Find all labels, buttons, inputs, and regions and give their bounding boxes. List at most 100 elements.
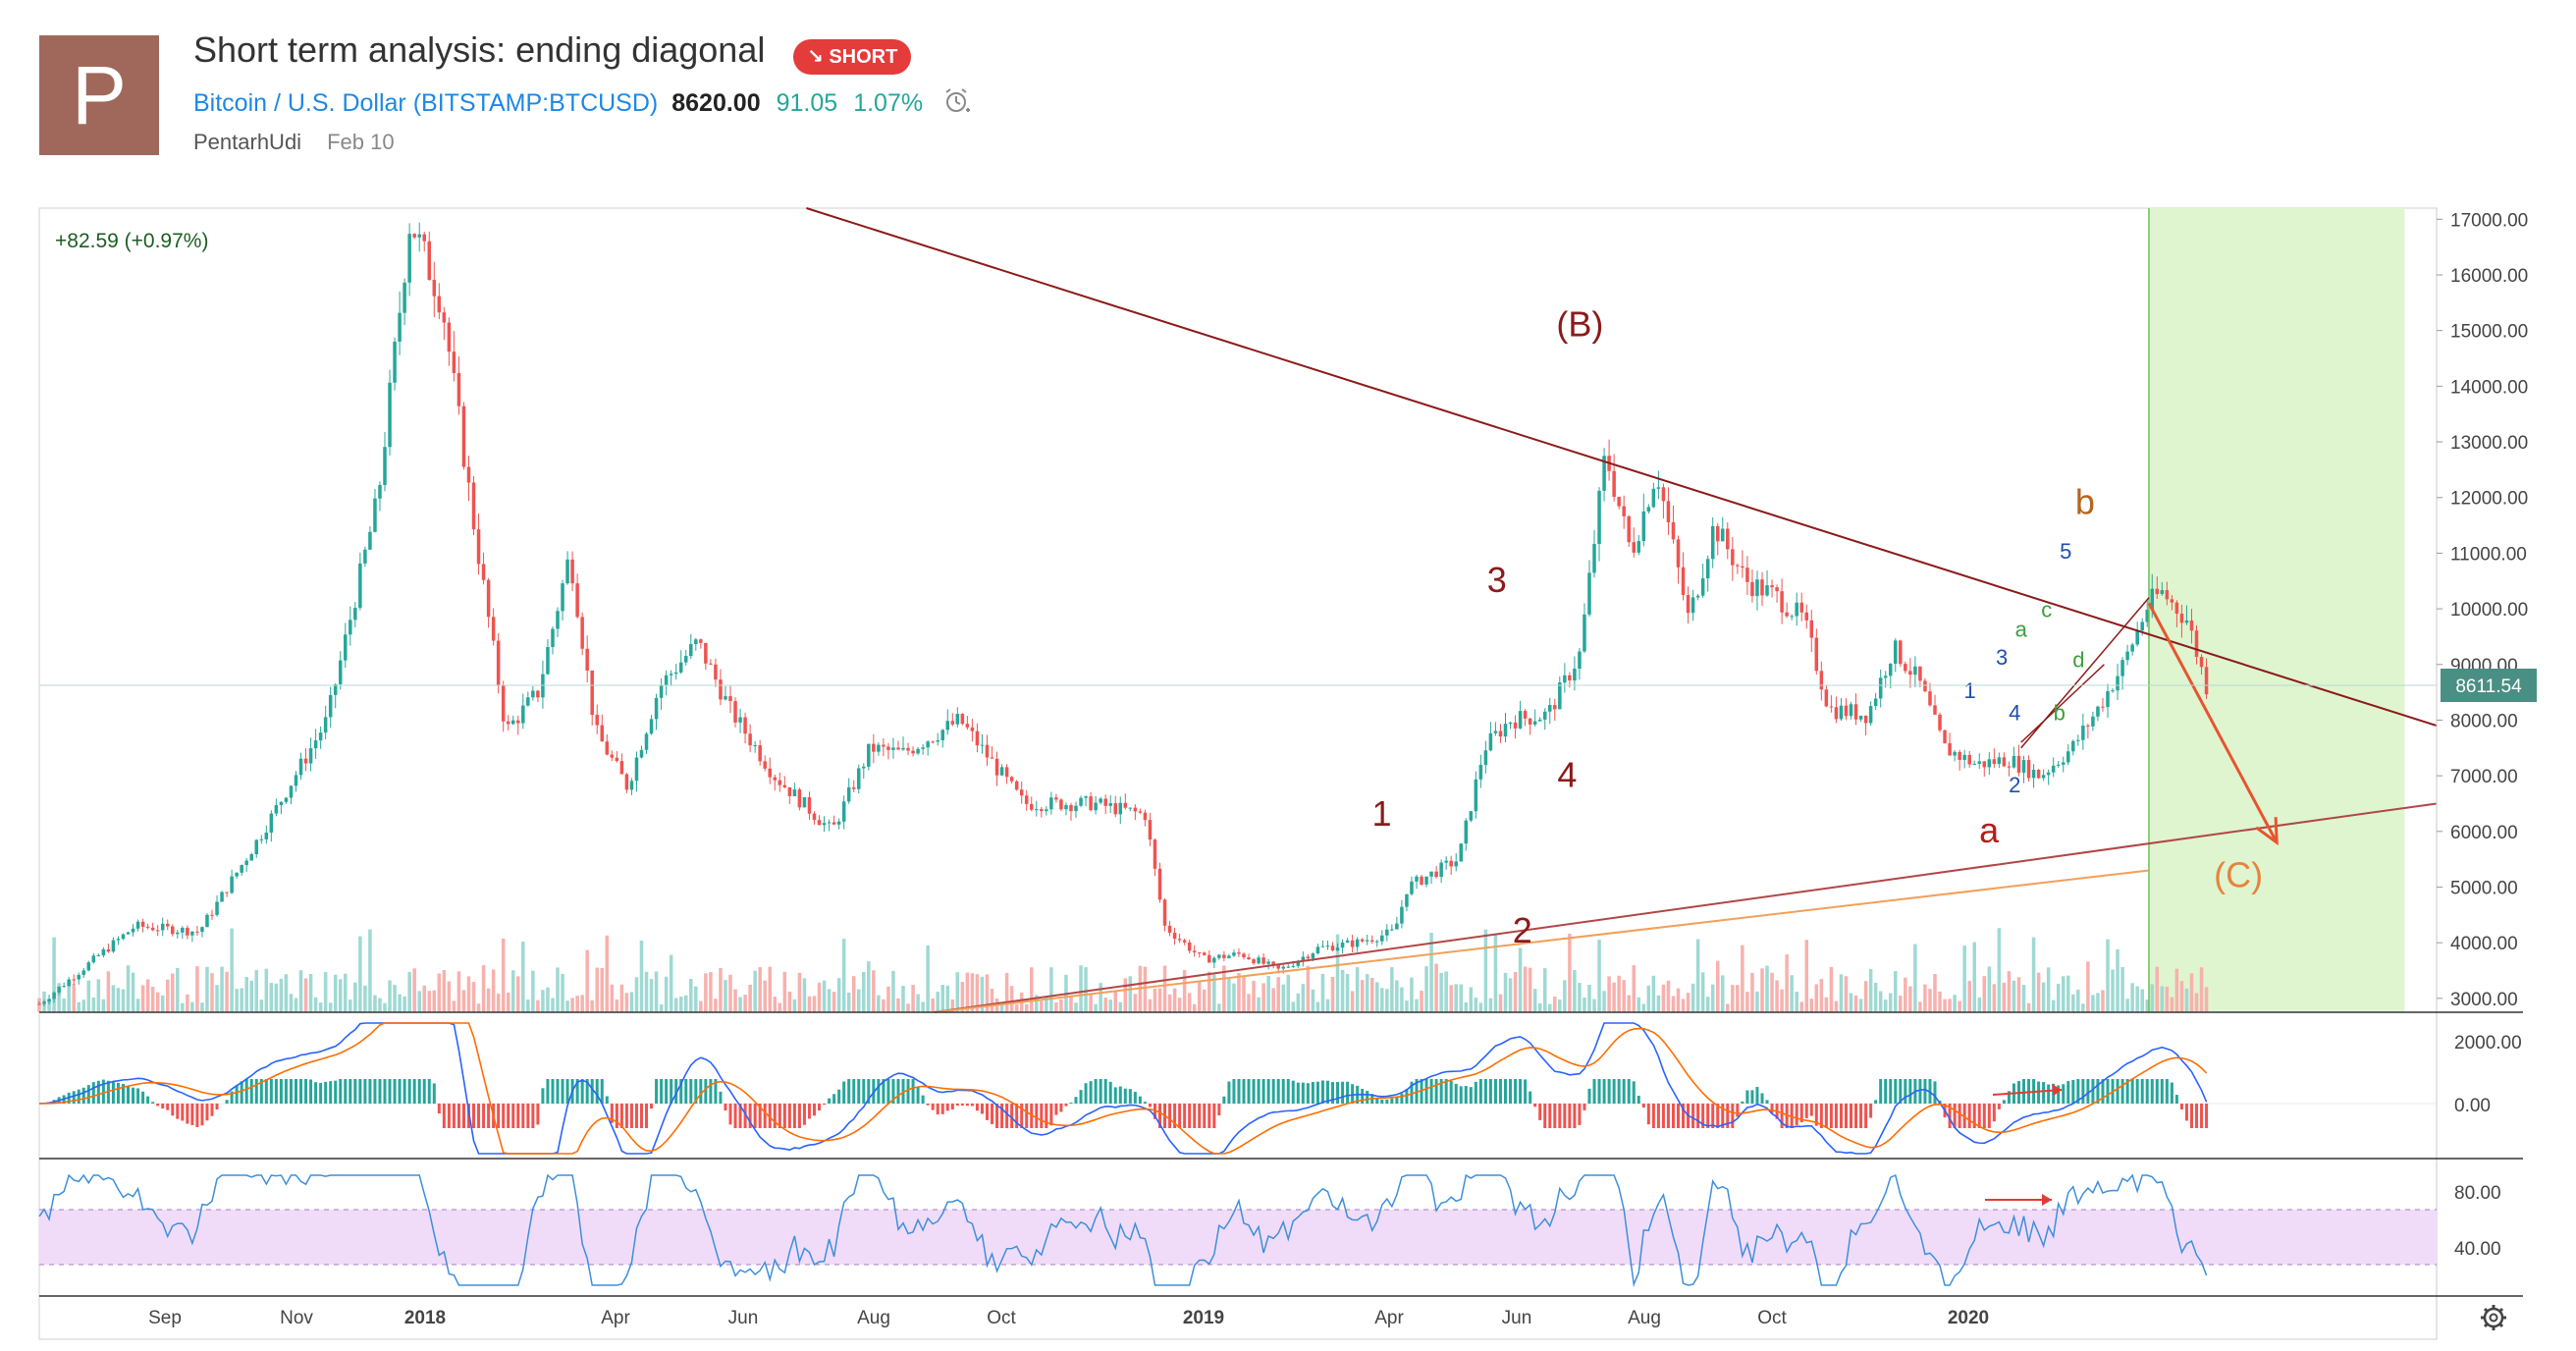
macd-hist-bar — [166, 1104, 170, 1110]
volume-bar — [575, 996, 579, 1012]
volume-bar — [2046, 967, 2051, 1012]
volume-bar — [186, 994, 189, 1012]
macd-hist-bar — [536, 1104, 540, 1125]
macd-hist-bar — [111, 1081, 115, 1104]
volume-bar — [1967, 981, 1971, 1012]
rsi-axis-40: 40.00 — [2454, 1239, 2501, 1260]
candle-body — [965, 724, 970, 728]
macd-hist-bar — [1894, 1079, 1898, 1104]
author-name[interactable]: PentarhUdi — [193, 130, 302, 154]
price-tick-label: 14000.00 — [2450, 377, 2528, 398]
macd-hist-bar — [2086, 1079, 2090, 1104]
volume-bar — [2031, 937, 2036, 1012]
macd-hist-bar — [911, 1079, 915, 1104]
macd-hist-bar — [714, 1079, 718, 1104]
candle-body — [1138, 811, 1143, 813]
candle-body — [980, 744, 985, 746]
candle-body — [595, 715, 599, 726]
symbol-code[interactable]: (BITSTAMP:BTCUSD) — [412, 89, 659, 118]
volume-bar — [778, 1002, 782, 1012]
macd-hist-bar — [432, 1083, 436, 1104]
macd-hist-bar — [477, 1104, 481, 1128]
volume-bar — [1459, 984, 1464, 1012]
candle-body — [940, 730, 944, 741]
price-axis[interactable]: 17000.00 16000.00 15000.00 14000.00 13000.00… — [2437, 210, 2528, 1010]
macd-hist-bar — [1859, 1104, 1863, 1128]
idea-title[interactable]: Short term analysis: ending diagonal — [193, 29, 766, 70]
candle-body — [877, 744, 881, 752]
candle-body — [160, 923, 165, 931]
candle-body — [1315, 946, 1320, 954]
candle-body — [145, 926, 150, 928]
volume-bar — [782, 971, 787, 1012]
candle-body — [886, 746, 890, 750]
volume-bar — [1814, 984, 1819, 1012]
candle-body — [1666, 501, 1671, 522]
volume-bar — [1271, 988, 1275, 1012]
candle-body — [1420, 876, 1423, 885]
volume-bar — [926, 945, 930, 1012]
candle-body — [1177, 939, 1182, 941]
volume-bar — [81, 1000, 86, 1012]
volume-bar — [1320, 973, 1325, 1012]
avatar[interactable]: P — [39, 35, 159, 155]
candle-body — [1878, 677, 1883, 699]
volume-bar — [851, 976, 856, 1012]
volume-bar — [190, 1001, 194, 1012]
symbol-link[interactable]: Bitcoin / U.S. Dollar (BITSTAMP:BTCUSD) — [193, 89, 658, 117]
volume-bar — [1700, 972, 1705, 1012]
gear-icon[interactable] — [2481, 1305, 2506, 1330]
candle-body — [215, 901, 219, 915]
volume-bar — [1266, 975, 1270, 1012]
macd-hist-bar — [2145, 1079, 2149, 1104]
candle-body — [77, 974, 80, 980]
alarm-clock-icon[interactable] — [942, 86, 972, 123]
macd-hist-bar — [1498, 1079, 1502, 1104]
candle-body — [1790, 616, 1794, 618]
time-tick-label: 2018 — [404, 1308, 446, 1328]
macd-histogram — [47, 1079, 2209, 1128]
candle-body — [2046, 772, 2051, 776]
macd-hist-bar — [1632, 1081, 1636, 1104]
candle-body — [1197, 952, 1202, 954]
candle-body — [171, 926, 175, 935]
volume-bar — [1345, 973, 1350, 1012]
macd-hist-bar — [2150, 1079, 2154, 1104]
volume-bar — [2016, 977, 2021, 1012]
candle-body — [1681, 567, 1686, 596]
candle-body — [2026, 760, 2031, 779]
volume-bar — [960, 982, 965, 1012]
volume-bar — [921, 1001, 925, 1012]
volume-bar — [37, 998, 41, 1012]
volume-bar — [610, 984, 615, 1012]
candle-body — [1009, 777, 1014, 782]
volume-bar — [150, 987, 155, 1012]
candle-body — [1918, 666, 1922, 681]
price-change: 91.05 — [776, 89, 838, 118]
macd-hist-bar — [590, 1079, 594, 1104]
volume-bar — [1478, 1002, 1483, 1012]
macd-hist-bar — [398, 1079, 402, 1104]
volume-bar — [244, 977, 248, 1012]
time-axis[interactable]: Sep Nov 2018 Apr Jun Aug Oct 2019 Apr Jun Aug Oct 20… — [148, 1308, 1989, 1328]
candle-body — [447, 322, 452, 352]
volume-bar — [802, 978, 807, 1012]
volume-bar — [1054, 1001, 1058, 1012]
short-badge: ↘ SHORT — [793, 39, 912, 75]
candle-body — [1084, 796, 1088, 798]
macd-hist-bar — [363, 1079, 367, 1104]
candle-body — [2076, 739, 2080, 741]
candle-body — [999, 767, 1004, 776]
volume-bar — [1622, 980, 1626, 1012]
macd-hist-bar — [1770, 1104, 1774, 1113]
volume-bar — [1558, 1000, 1562, 1012]
candle-body — [1498, 730, 1503, 737]
candle-body — [1646, 507, 1651, 512]
macd-hist-bar — [970, 1104, 974, 1107]
volume-bar — [1760, 968, 1764, 1012]
macd-hist-bar — [2022, 1079, 2026, 1104]
candle-body — [1731, 549, 1735, 566]
symbol-name[interactable]: Bitcoin / U.S. Dollar — [193, 89, 406, 118]
volume-bar — [200, 1002, 204, 1012]
